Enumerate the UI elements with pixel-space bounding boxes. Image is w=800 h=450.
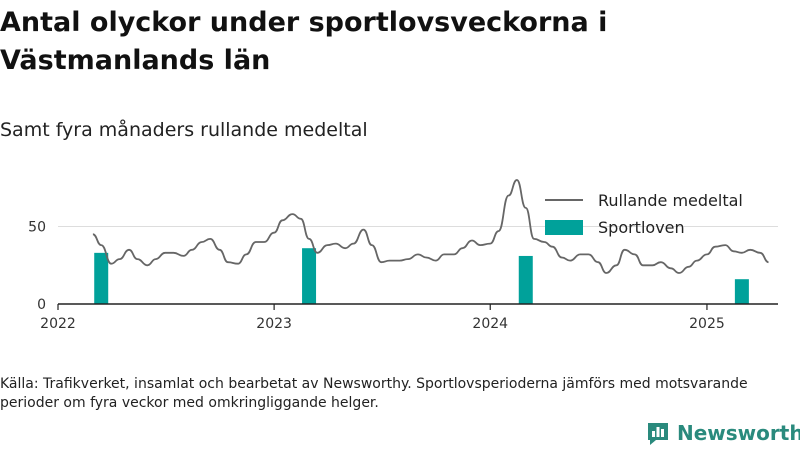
legend-bar-swatch — [545, 220, 583, 235]
source-note: Källa: Trafikverket, insamlat och bearbe… — [0, 376, 748, 411]
chart-subtitle: Samt fyra månaders rullande medeltal — [0, 119, 368, 141]
chart-title: Antal olyckor under sportlovsveckorna i … — [0, 7, 608, 76]
series-line-rullande-medeltal — [92, 179, 769, 274]
chart-area: 0 50 2022 2023 2024 2025 Rullande medeltal Spor… — [28, 179, 778, 332]
brand-name: Newsworthy — [677, 421, 800, 445]
brand-logo: Newsworthy — [645, 420, 800, 446]
x-tick-label: 2022 — [40, 316, 76, 332]
bar — [302, 248, 317, 304]
bar — [94, 252, 109, 304]
bar-chart-logo-icon — [648, 423, 668, 445]
y-tick-label: 0 — [37, 297, 46, 313]
y-tick-label: 50 — [28, 220, 46, 236]
x-tick-label: 2025 — [689, 316, 725, 332]
x-tick-label: 2024 — [472, 316, 508, 332]
legend-label-line: Rullande medeltal — [598, 191, 743, 210]
legend-label-bar: Sportloven — [598, 218, 685, 237]
bar — [734, 279, 749, 304]
bar — [518, 255, 533, 304]
x-tick-label: 2023 — [256, 316, 292, 332]
